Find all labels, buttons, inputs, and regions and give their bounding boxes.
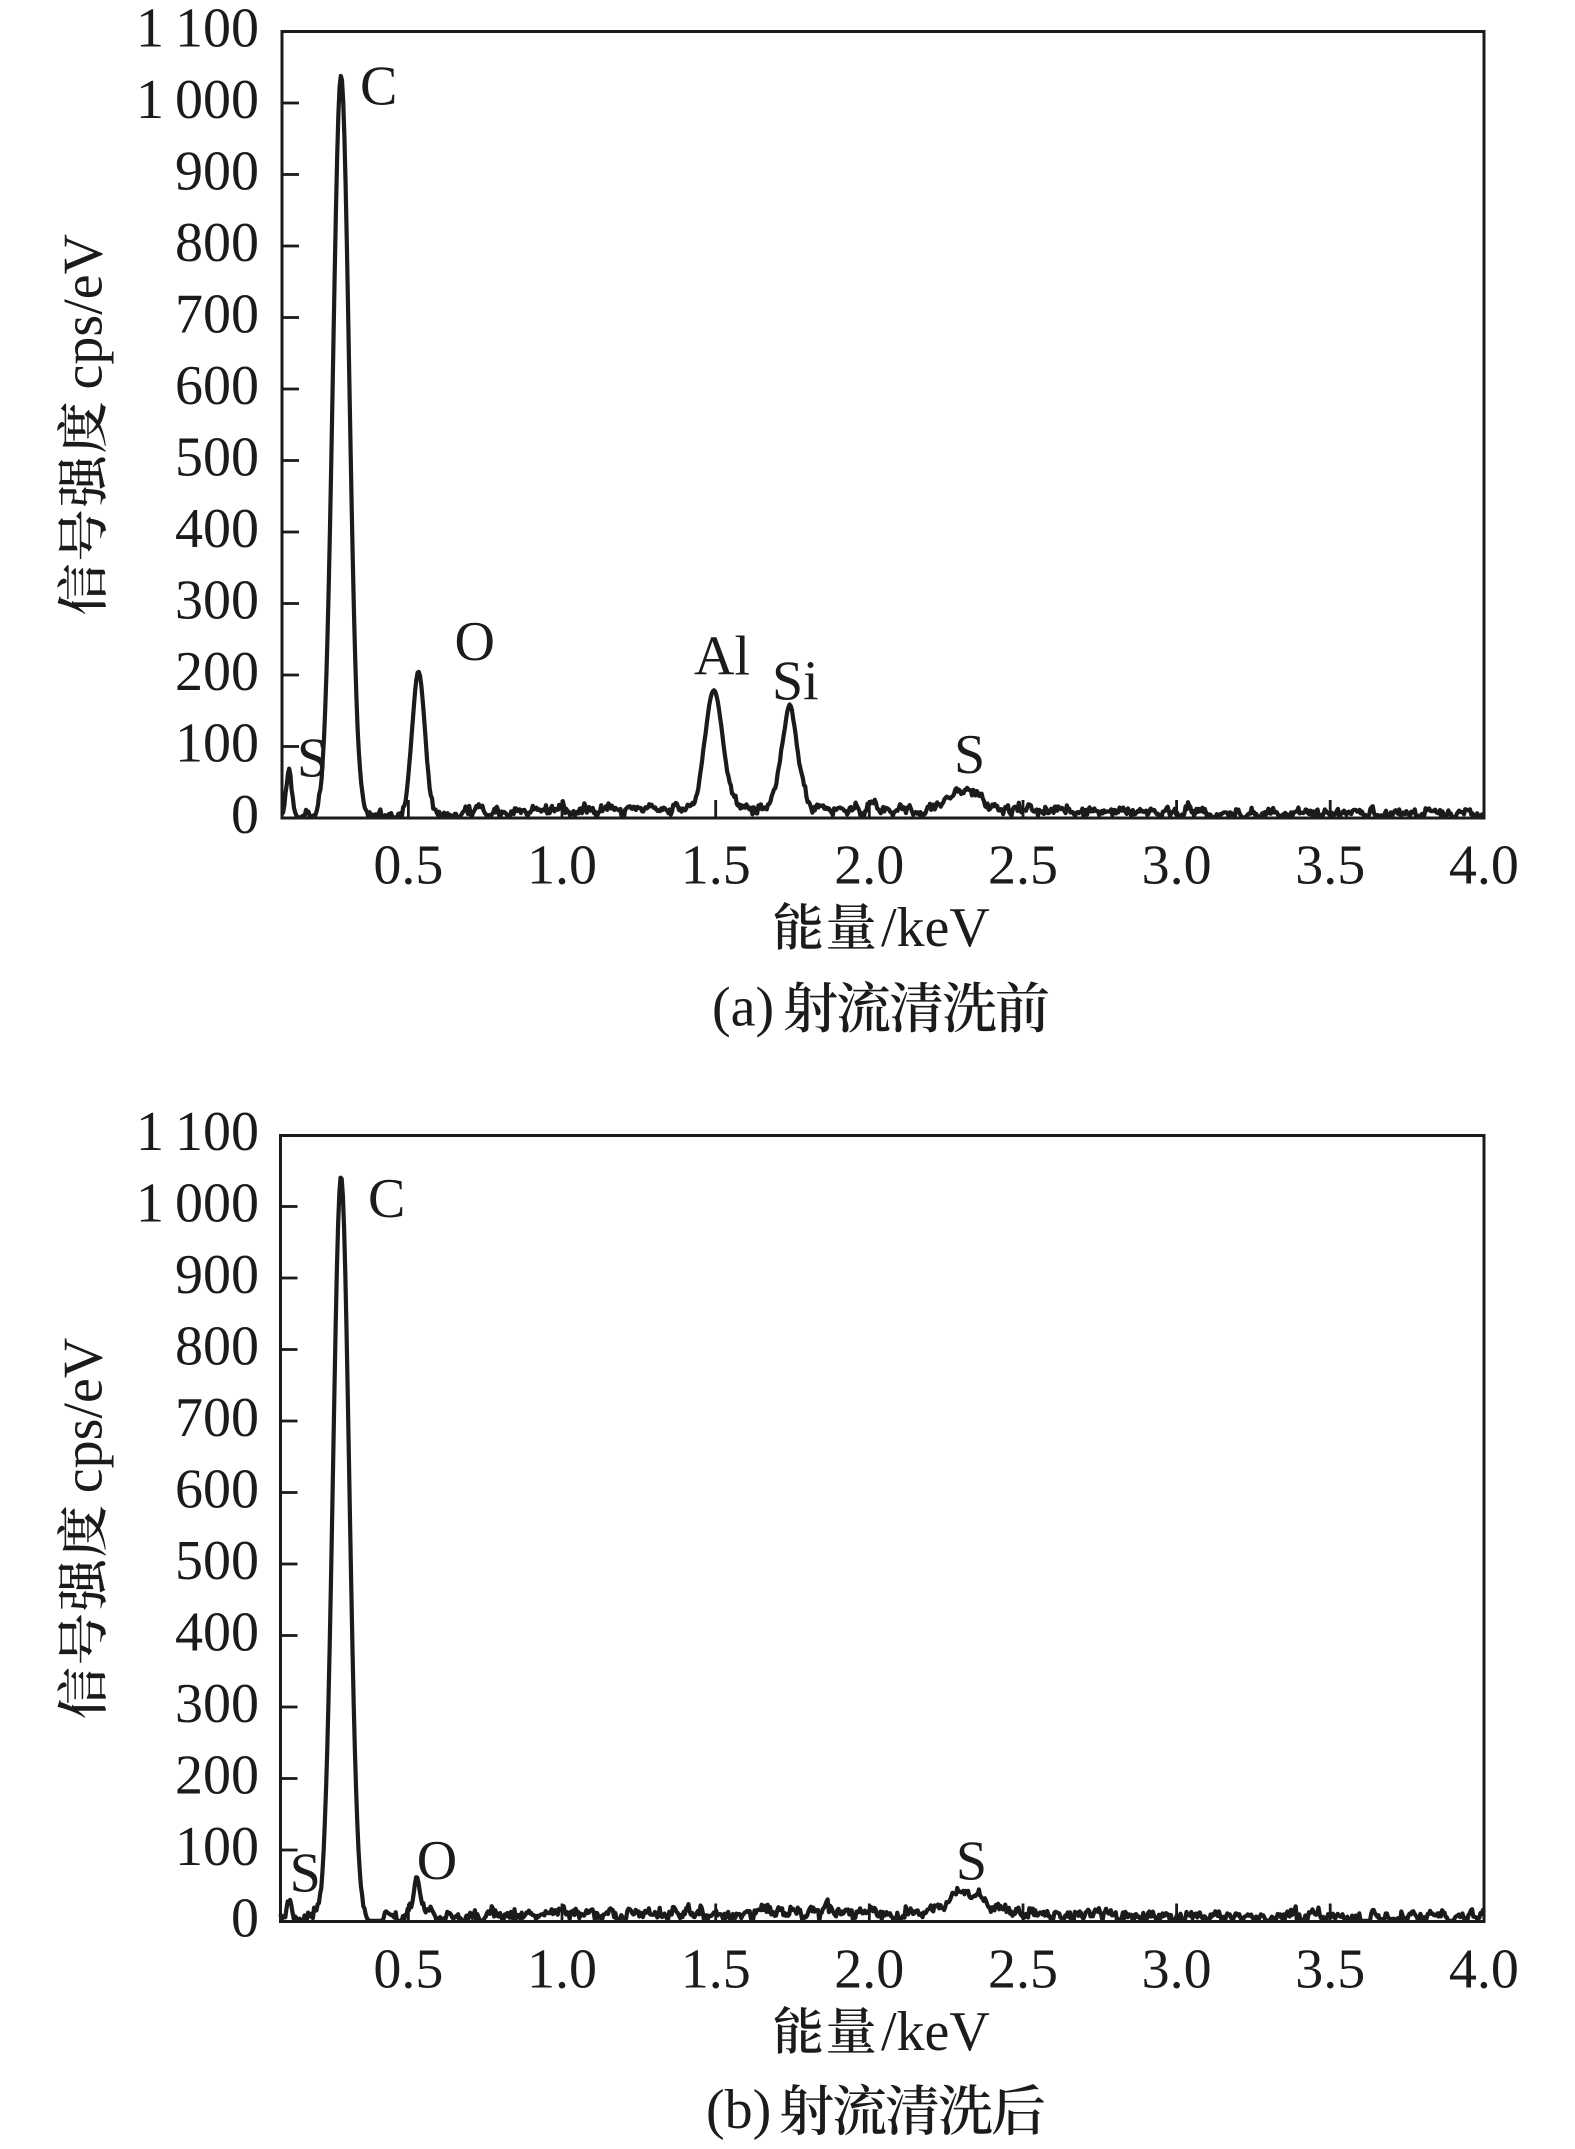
svg-text:S: S: [956, 1830, 987, 1892]
svg-text:100: 100: [175, 1816, 259, 1878]
svg-text:O: O: [417, 1830, 457, 1892]
svg-text:1: 1: [136, 0, 164, 60]
svg-text:400: 400: [175, 498, 259, 560]
svg-text:S: S: [297, 728, 328, 790]
svg-text:800: 800: [175, 1316, 259, 1378]
svg-text:3.0: 3.0: [1142, 835, 1212, 897]
svg-text:1.0: 1.0: [527, 835, 597, 897]
svg-text:4.0: 4.0: [1449, 835, 1519, 897]
svg-text:300: 300: [175, 1673, 259, 1735]
svg-text:600: 600: [175, 355, 259, 417]
svg-text:3.5: 3.5: [1295, 1939, 1365, 2001]
svg-text:500: 500: [175, 427, 259, 489]
svg-text:900: 900: [175, 141, 259, 203]
svg-text:(a): (a): [712, 977, 774, 1039]
svg-text:1.5: 1.5: [681, 835, 751, 897]
svg-text:700: 700: [175, 284, 259, 346]
svg-text:4.0: 4.0: [1449, 1939, 1519, 2001]
svg-text:(b): (b): [706, 2079, 771, 2141]
svg-text:1.0: 1.0: [527, 1939, 597, 2001]
svg-text:C: C: [368, 1168, 405, 1230]
svg-text:2.0: 2.0: [834, 835, 904, 897]
svg-text:300: 300: [175, 570, 259, 632]
svg-text:0: 0: [231, 1888, 259, 1950]
svg-text:000: 000: [175, 1173, 259, 1235]
svg-text:1: 1: [136, 69, 164, 131]
svg-text:1: 1: [136, 1101, 164, 1163]
svg-text:Si: Si: [772, 650, 819, 712]
svg-text:000: 000: [175, 69, 259, 131]
svg-text:cps/eV: cps/eV: [53, 234, 115, 390]
svg-text:/keV: /keV: [881, 897, 990, 959]
svg-text:0.5: 0.5: [373, 1939, 443, 2001]
svg-text:700: 700: [175, 1387, 259, 1449]
svg-text:O: O: [455, 611, 495, 673]
svg-text:3.0: 3.0: [1142, 1939, 1212, 2001]
svg-text:3.5: 3.5: [1295, 835, 1365, 897]
svg-text:S: S: [954, 724, 985, 786]
svg-text:200: 200: [175, 1745, 259, 1807]
svg-text:2.5: 2.5: [988, 1939, 1058, 2001]
svg-text:1.5: 1.5: [681, 1939, 751, 2001]
svg-text:/keV: /keV: [881, 2001, 990, 2063]
svg-text:200: 200: [175, 641, 259, 703]
svg-text:400: 400: [175, 1602, 259, 1664]
svg-text:S: S: [290, 1843, 321, 1905]
svg-text:500: 500: [175, 1530, 259, 1592]
svg-text:100: 100: [175, 713, 259, 775]
svg-text:2.0: 2.0: [834, 1939, 904, 2001]
svg-text:Al: Al: [694, 626, 750, 688]
svg-text:1: 1: [136, 1173, 164, 1235]
svg-text:100: 100: [175, 0, 259, 60]
svg-text:800: 800: [175, 212, 259, 274]
svg-text:600: 600: [175, 1459, 259, 1521]
svg-text:2.5: 2.5: [988, 835, 1058, 897]
svg-text:0.5: 0.5: [373, 835, 443, 897]
svg-text:900: 900: [175, 1244, 259, 1306]
svg-text:C: C: [360, 56, 397, 118]
svg-text:cps/eV: cps/eV: [53, 1338, 115, 1494]
svg-text:100: 100: [175, 1101, 259, 1163]
svg-text:0: 0: [231, 784, 259, 846]
